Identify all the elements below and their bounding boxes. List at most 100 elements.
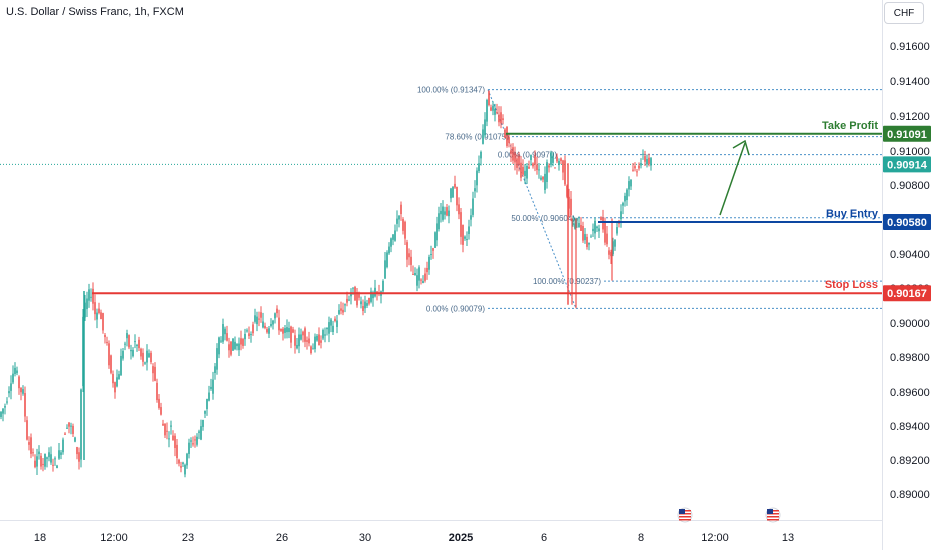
candle-body [424,273,426,281]
candle-body [602,217,604,230]
candle-body [610,251,612,257]
y-tick-label: 0.89800 [890,352,930,364]
y-tick-label: 0.90400 [890,249,930,261]
candle-body [330,319,332,326]
candle-body [28,442,30,445]
candle-body [76,447,78,455]
candle-body [30,437,32,454]
candle-body [632,169,634,171]
candle-body [302,331,304,336]
candle-body [186,453,188,466]
candle-body [314,336,316,350]
candle-body [334,318,336,322]
candle-body [366,303,368,306]
us-event-flag-icon[interactable] [765,507,781,523]
candle-body [272,320,274,325]
candle-body [646,158,648,165]
candle-body [254,315,256,322]
candle-body [446,207,448,216]
x-tick-label: 6 [541,532,547,544]
candle-body [26,420,28,440]
candle-body [434,232,436,248]
candle-body [316,335,318,341]
last-price-text: 0.90914 [887,159,928,171]
candle-body [102,313,104,331]
candle-body [442,206,444,220]
candle-body [244,333,246,340]
candle-body [252,324,254,334]
candle-body [152,366,154,374]
candle-body [54,458,56,460]
candle-body [216,348,218,370]
candle-body [120,355,122,376]
candle-body [16,370,18,374]
candle-body [440,210,442,215]
candle-body [206,398,208,410]
stop-loss-label: Stop Loss [825,279,878,291]
candle-body [644,156,646,162]
fib-level-label: 100.00% (0.91347) [417,86,485,95]
candle-body [86,298,88,310]
candle-body [132,349,134,357]
candle-body [554,167,556,169]
candle-body [180,466,182,468]
candle-body [166,430,168,432]
candle-body [248,333,250,337]
candle-body [160,407,162,415]
candle-body [402,219,404,231]
buy-entry-label: Buy Entry [826,208,879,220]
candle-body [142,352,144,362]
candle-body [96,312,98,320]
candle-body [614,240,616,247]
candle-body [540,177,542,180]
candle-body [122,350,124,359]
candle-body [218,337,220,355]
candle-body [382,280,384,292]
candle-body [144,362,146,364]
candle-body [436,223,438,241]
candle-body [242,339,244,346]
candle-body [46,457,48,459]
candle-body [522,166,524,175]
fib-level-label: 100.00% (0.90237) [533,277,601,286]
candle-body [376,291,378,293]
candle-body [182,462,184,464]
candle-body [556,156,558,162]
us-event-flag-icon[interactable] [677,507,693,523]
candle-body [454,183,456,188]
candle-body [306,340,308,342]
buy-entry-price-tag [883,213,931,230]
candle-body [600,216,602,221]
candle-body [566,185,568,197]
candle-body [290,326,292,343]
candle-body [20,387,22,393]
candle-body [506,126,508,146]
candle-body [456,186,458,206]
y-tick-label: 0.91600 [890,41,930,53]
candle-body [52,464,54,466]
candle-body [268,328,270,334]
candle-body [200,426,202,440]
x-tick-label: 30 [359,532,371,544]
projection-arrow-icon [719,142,746,216]
candle-body [410,256,412,265]
candle-body [462,224,464,245]
candle-body [4,406,6,408]
candle-body [322,329,324,339]
candle-body [396,218,398,224]
candle-body [68,422,70,427]
candle-body [346,298,348,303]
candle-body [348,299,350,301]
candle-body [194,439,196,441]
candle-body [282,328,284,334]
candle-body [638,165,640,169]
candle-body [542,176,544,180]
candle-body [466,239,468,241]
candle-body [300,334,302,340]
candle-body [408,253,410,258]
fib-level-label: 0.00% (0.90079) [426,304,485,313]
candle-body [256,316,258,325]
currency-button[interactable]: CHF [884,2,924,24]
